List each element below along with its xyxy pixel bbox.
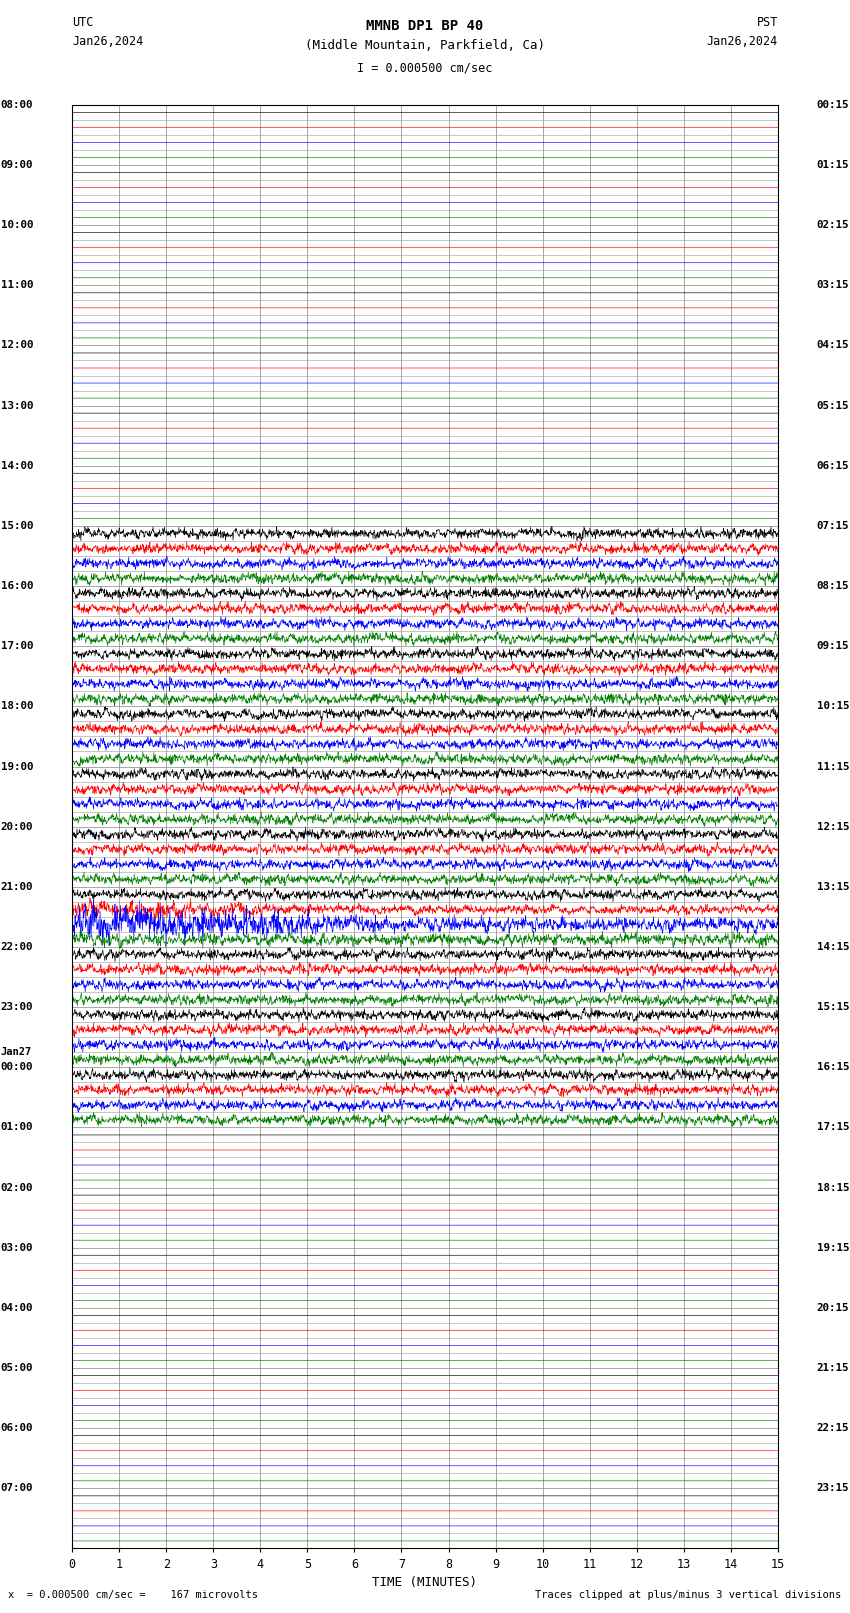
Text: MMNB DP1 BP 40: MMNB DP1 BP 40 [366, 19, 484, 34]
Text: 23:00: 23:00 [1, 1002, 33, 1011]
Text: 16:15: 16:15 [817, 1063, 849, 1073]
Text: 04:00: 04:00 [1, 1303, 33, 1313]
Text: PST: PST [756, 16, 778, 29]
Text: 12:15: 12:15 [817, 821, 849, 832]
Text: 15:15: 15:15 [817, 1002, 849, 1011]
Text: 15:00: 15:00 [1, 521, 33, 531]
Text: 22:15: 22:15 [817, 1423, 849, 1434]
Text: (Middle Mountain, Parkfield, Ca): (Middle Mountain, Parkfield, Ca) [305, 39, 545, 52]
Text: 07:15: 07:15 [817, 521, 849, 531]
Text: 18:15: 18:15 [817, 1182, 849, 1192]
Text: 12:00: 12:00 [1, 340, 33, 350]
Text: 11:00: 11:00 [1, 281, 33, 290]
Text: 04:15: 04:15 [817, 340, 849, 350]
Text: 00:15: 00:15 [817, 100, 849, 110]
Text: I = 0.000500 cm/sec: I = 0.000500 cm/sec [357, 61, 493, 74]
Text: 21:00: 21:00 [1, 882, 33, 892]
Text: 11:15: 11:15 [817, 761, 849, 771]
Text: 17:00: 17:00 [1, 642, 33, 652]
Text: 01:15: 01:15 [817, 160, 849, 169]
Text: 20:15: 20:15 [817, 1303, 849, 1313]
Text: 02:00: 02:00 [1, 1182, 33, 1192]
Text: 10:00: 10:00 [1, 219, 33, 231]
Text: 09:15: 09:15 [817, 642, 849, 652]
Text: 05:15: 05:15 [817, 400, 849, 411]
Text: 05:00: 05:00 [1, 1363, 33, 1373]
Text: 19:00: 19:00 [1, 761, 33, 771]
Text: Jan26,2024: Jan26,2024 [72, 35, 144, 48]
Text: UTC: UTC [72, 16, 94, 29]
Text: Jan27: Jan27 [1, 1047, 32, 1057]
Text: 13:15: 13:15 [817, 882, 849, 892]
Text: 20:00: 20:00 [1, 821, 33, 832]
Text: 06:15: 06:15 [817, 461, 849, 471]
Text: 09:00: 09:00 [1, 160, 33, 169]
Text: 08:15: 08:15 [817, 581, 849, 590]
Text: 10:15: 10:15 [817, 702, 849, 711]
Text: Traces clipped at plus/minus 3 vertical divisions: Traces clipped at plus/minus 3 vertical … [536, 1590, 842, 1600]
Text: 01:00: 01:00 [1, 1123, 33, 1132]
Text: 13:00: 13:00 [1, 400, 33, 411]
X-axis label: TIME (MINUTES): TIME (MINUTES) [372, 1576, 478, 1589]
Text: 03:00: 03:00 [1, 1242, 33, 1253]
Text: 18:00: 18:00 [1, 702, 33, 711]
Text: 22:00: 22:00 [1, 942, 33, 952]
Text: 14:00: 14:00 [1, 461, 33, 471]
Text: 16:00: 16:00 [1, 581, 33, 590]
Text: 23:15: 23:15 [817, 1484, 849, 1494]
Text: 17:15: 17:15 [817, 1123, 849, 1132]
Text: 03:15: 03:15 [817, 281, 849, 290]
Text: Jan26,2024: Jan26,2024 [706, 35, 778, 48]
Text: 06:00: 06:00 [1, 1423, 33, 1434]
Text: 19:15: 19:15 [817, 1242, 849, 1253]
Text: x  = 0.000500 cm/sec =    167 microvolts: x = 0.000500 cm/sec = 167 microvolts [8, 1590, 258, 1600]
Text: 02:15: 02:15 [817, 219, 849, 231]
Text: 21:15: 21:15 [817, 1363, 849, 1373]
Text: 00:00: 00:00 [1, 1063, 33, 1073]
Text: 07:00: 07:00 [1, 1484, 33, 1494]
Text: 08:00: 08:00 [1, 100, 33, 110]
Text: 14:15: 14:15 [817, 942, 849, 952]
